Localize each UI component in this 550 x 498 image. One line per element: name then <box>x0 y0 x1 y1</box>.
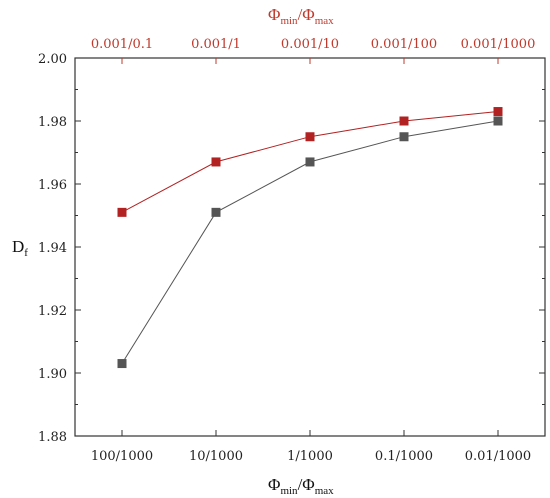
series-line-bottom <box>121 120 499 364</box>
x-axis-label-top: Φmin/Φmax <box>268 5 334 27</box>
x-tick-label: 0.1/1000 <box>375 449 433 464</box>
x-top-tick-label: 0.001/0.1 <box>91 37 153 52</box>
x-axis-bottom: 100/1000 10/1000 1/1000 0.1/1000 0.01/1000 <box>91 430 531 464</box>
x-top-tick-label: 0.001/100 <box>371 37 437 52</box>
data-point-bottom <box>117 359 127 369</box>
x-tick-label: 100/1000 <box>91 449 153 464</box>
data-point-bottom <box>399 132 409 142</box>
x-tick-label: 10/1000 <box>189 449 243 464</box>
y-tick-label: 1.96 <box>38 178 67 193</box>
data-point-top <box>399 116 409 126</box>
data-point-bottom <box>493 116 503 126</box>
data-point-top <box>117 207 127 217</box>
y-tick-label: 2.00 <box>38 52 67 67</box>
y-tick-label: 1.90 <box>38 367 67 382</box>
data-point-top <box>493 107 503 117</box>
x-axis-top: 0.001/0.1 0.001/1 0.001/10 0.001/100 0.001/1… <box>91 37 535 64</box>
data-point-top <box>305 132 315 142</box>
y-tick-label: 1.98 <box>38 115 67 130</box>
x-tick-label: 1/1000 <box>287 449 333 464</box>
y-axis: 1.88 1.90 1.92 1.94 1.96 1.98 2.00 <box>38 52 545 445</box>
y-tick-label: 1.88 <box>38 430 67 445</box>
data-point-top <box>211 157 221 167</box>
series-layer <box>117 107 503 369</box>
x-tick-label: 0.01/1000 <box>465 449 531 464</box>
x-top-tick-label: 0.001/1 <box>191 37 241 52</box>
y-tick-label: 1.92 <box>38 304 67 319</box>
x-top-tick-label: 0.001/10 <box>281 37 339 52</box>
y-tick-label: 1.94 <box>38 241 67 256</box>
x-axis-label-bottom: Φmin/Φmax <box>268 475 334 497</box>
data-point-bottom <box>211 207 221 217</box>
data-point-bottom <box>305 157 315 167</box>
x-top-tick-label: 0.001/1000 <box>461 37 536 52</box>
plot-frame <box>74 57 546 437</box>
y-axis-label: Df <box>12 237 28 259</box>
